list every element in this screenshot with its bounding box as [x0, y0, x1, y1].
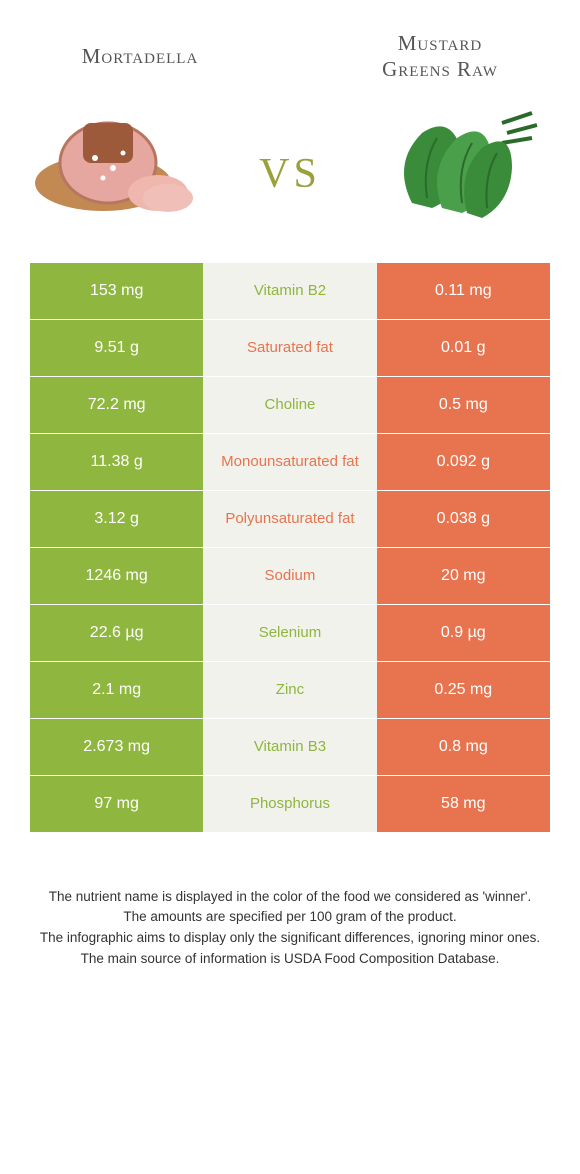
table-row: 3.12 gPolyunsaturated fat0.038 g	[30, 491, 550, 548]
nutrient-value-right: 0.25 mg	[377, 662, 550, 718]
table-row: 11.38 gMonounsaturated fat0.092 g	[30, 434, 550, 491]
nutrient-value-right: 0.038 g	[377, 491, 550, 547]
nutrient-name: Selenium	[203, 605, 376, 661]
table-row: 72.2 mgCholine0.5 mg	[30, 377, 550, 434]
nutrient-value-right: 0.9 µg	[377, 605, 550, 661]
nutrient-value-right: 0.5 mg	[377, 377, 550, 433]
nutrient-table: 153 mgVitamin B20.11 mg9.51 gSaturated f…	[30, 263, 550, 833]
mortadella-image	[30, 103, 205, 233]
header: Mortadella Mustard Greens Raw	[0, 0, 580, 103]
nutrient-value-left: 11.38 g	[30, 434, 203, 490]
title-right-line1: Mustard	[398, 31, 482, 55]
nutrient-value-left: 72.2 mg	[30, 377, 203, 433]
food-title-right: Mustard Greens Raw	[340, 30, 540, 83]
nutrient-value-left: 22.6 µg	[30, 605, 203, 661]
table-row: 2.673 mgVitamin B30.8 mg	[30, 719, 550, 776]
nutrient-name: Saturated fat	[203, 320, 376, 376]
nutrient-name: Polyunsaturated fat	[203, 491, 376, 547]
footnote-line: The infographic aims to display only the…	[30, 929, 550, 948]
nutrient-value-right: 0.8 mg	[377, 719, 550, 775]
footnote-line: The main source of information is USDA F…	[30, 950, 550, 969]
nutrient-value-left: 9.51 g	[30, 320, 203, 376]
nutrient-value-left: 1246 mg	[30, 548, 203, 604]
nutrient-name: Phosphorus	[203, 776, 376, 832]
mustard-greens-image	[375, 103, 550, 233]
title-right-line2: Greens Raw	[382, 57, 498, 81]
food-title-left: Mortadella	[40, 43, 240, 69]
footnote-line: The amounts are specified per 100 gram o…	[30, 908, 550, 927]
nutrient-value-right: 58 mg	[377, 776, 550, 832]
nutrient-name: Vitamin B3	[203, 719, 376, 775]
nutrient-value-left: 97 mg	[30, 776, 203, 832]
nutrient-value-left: 2.673 mg	[30, 719, 203, 775]
nutrient-value-left: 3.12 g	[30, 491, 203, 547]
nutrient-name: Monounsaturated fat	[203, 434, 376, 490]
vs-label: vs	[259, 133, 321, 202]
nutrient-value-right: 0.01 g	[377, 320, 550, 376]
nutrient-value-left: 2.1 mg	[30, 662, 203, 718]
table-row: 1246 mgSodium20 mg	[30, 548, 550, 605]
table-row: 22.6 µgSelenium0.9 µg	[30, 605, 550, 662]
nutrient-value-right: 0.11 mg	[377, 263, 550, 319]
hero-row: vs	[0, 103, 580, 263]
table-row: 9.51 gSaturated fat0.01 g	[30, 320, 550, 377]
nutrient-name: Zinc	[203, 662, 376, 718]
nutrient-value-right: 20 mg	[377, 548, 550, 604]
table-row: 97 mgPhosphorus58 mg	[30, 776, 550, 833]
nutrient-name: Sodium	[203, 548, 376, 604]
nutrient-name: Choline	[203, 377, 376, 433]
nutrient-value-right: 0.092 g	[377, 434, 550, 490]
footnotes: The nutrient name is displayed in the co…	[0, 833, 580, 970]
nutrient-value-left: 153 mg	[30, 263, 203, 319]
nutrient-name: Vitamin B2	[203, 263, 376, 319]
footnote-line: The nutrient name is displayed in the co…	[30, 888, 550, 907]
table-row: 153 mgVitamin B20.11 mg	[30, 263, 550, 320]
table-row: 2.1 mgZinc0.25 mg	[30, 662, 550, 719]
